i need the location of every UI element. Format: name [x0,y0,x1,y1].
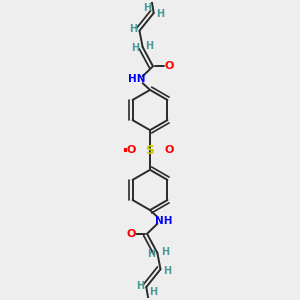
Text: H: H [161,247,169,256]
Text: H: H [131,44,139,53]
Text: H: H [163,266,171,276]
Text: O: O [165,61,174,71]
Text: O: O [165,145,174,155]
Text: S: S [146,143,154,157]
Text: O: O [126,229,135,239]
Text: O: O [126,145,135,155]
Text: H: H [147,250,155,260]
Text: H: H [136,281,144,291]
Text: H: H [145,40,153,50]
Text: H: H [149,287,157,297]
Text: HN: HN [128,74,146,84]
Text: H: H [156,9,164,19]
Text: NH: NH [154,216,172,226]
Text: H: H [143,3,151,13]
Text: H: H [129,24,137,34]
